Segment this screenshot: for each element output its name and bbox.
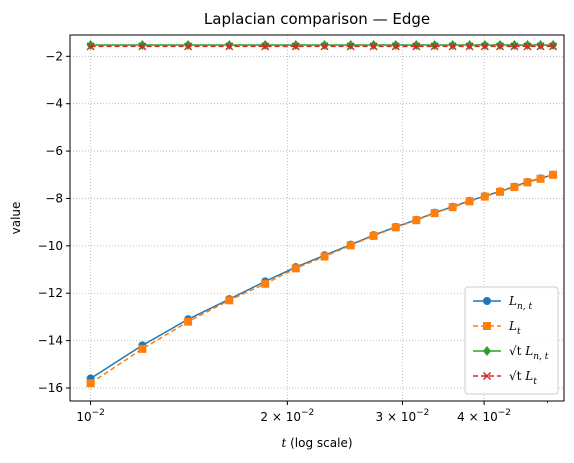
data-point xyxy=(346,42,355,51)
y-tick-label: −14 xyxy=(38,334,63,348)
y-tick-label: −10 xyxy=(38,239,63,253)
data-point xyxy=(184,42,193,51)
data-point xyxy=(225,42,234,51)
data-point xyxy=(391,42,400,51)
series-group xyxy=(86,39,558,388)
legend-label: √t Lt xyxy=(509,369,537,387)
data-point xyxy=(412,216,421,225)
data-point xyxy=(320,42,329,51)
x-tick-label: 10−2 xyxy=(76,408,105,424)
y-tick-label: −6 xyxy=(45,144,63,158)
data-point xyxy=(261,279,270,288)
data-point xyxy=(549,170,558,179)
x-axis-label: t (log scale) xyxy=(281,436,352,450)
legend: Ln, t Lt √t Ln, t √t Lt xyxy=(464,286,559,395)
data-point xyxy=(523,178,532,187)
data-point xyxy=(495,42,505,51)
y-tick-label: −8 xyxy=(45,191,63,205)
data-point xyxy=(549,42,558,51)
data-point xyxy=(320,252,329,261)
y-tick-label: −12 xyxy=(38,286,63,300)
data-point xyxy=(291,42,300,51)
data-point xyxy=(510,42,519,51)
x-tick-label: 3 × 10−2 xyxy=(376,408,430,424)
data-point xyxy=(523,42,532,51)
data-point xyxy=(412,42,421,51)
data-point xyxy=(536,174,545,183)
data-point xyxy=(291,264,300,273)
y-tick-label: −4 xyxy=(45,97,63,111)
x-tick-label: 4 × 10−2 xyxy=(457,408,511,424)
data-point xyxy=(465,197,474,206)
data-point xyxy=(261,42,270,51)
legend-label: √t Ln, t xyxy=(509,344,549,362)
legend-label: Lt xyxy=(508,319,521,337)
data-point xyxy=(465,42,474,51)
x-axis: 10−2 2 × 10−2 3 × 10−2 4 × 10−2 xyxy=(76,401,548,424)
y-axis: −16 −14 −12 −10 −8 −6 −4 −2 xyxy=(38,49,70,395)
legend-item: √t Lt xyxy=(473,369,537,387)
data-point xyxy=(482,371,492,381)
data-point xyxy=(184,317,193,326)
data-point xyxy=(495,187,504,196)
data-point xyxy=(225,296,234,305)
data-point xyxy=(369,42,378,51)
data-point xyxy=(430,209,439,218)
data-point xyxy=(138,42,147,51)
data-point xyxy=(346,241,355,250)
data-point xyxy=(536,42,545,51)
y-axis-label: value xyxy=(9,202,23,235)
data-point xyxy=(483,297,491,305)
series-4 xyxy=(86,42,558,51)
data-point xyxy=(448,42,457,51)
y-tick-label: −16 xyxy=(38,381,63,395)
legend-item: Lt xyxy=(473,319,521,337)
y-tick-label: −2 xyxy=(45,49,63,63)
data-point xyxy=(430,42,439,51)
legend-label: Ln, t xyxy=(508,294,532,312)
data-point xyxy=(391,223,400,232)
x-tick-label: 2 × 10−2 xyxy=(260,408,314,424)
series-2 xyxy=(86,170,558,388)
chart-title: Laplacian comparison — Edge xyxy=(204,10,430,28)
legend-item: Ln, t xyxy=(473,294,532,312)
data-point xyxy=(510,183,519,192)
plot-frame xyxy=(69,34,565,402)
data-point xyxy=(86,42,95,51)
data-point xyxy=(480,192,489,201)
data-point xyxy=(480,42,489,51)
data-point xyxy=(483,322,491,330)
data-point xyxy=(86,379,95,388)
legend-item: √t Ln, t xyxy=(473,344,549,362)
data-point xyxy=(138,344,147,353)
legend-box xyxy=(464,286,559,395)
data-point xyxy=(369,231,378,240)
data-point xyxy=(483,346,491,356)
data-point xyxy=(448,203,457,212)
